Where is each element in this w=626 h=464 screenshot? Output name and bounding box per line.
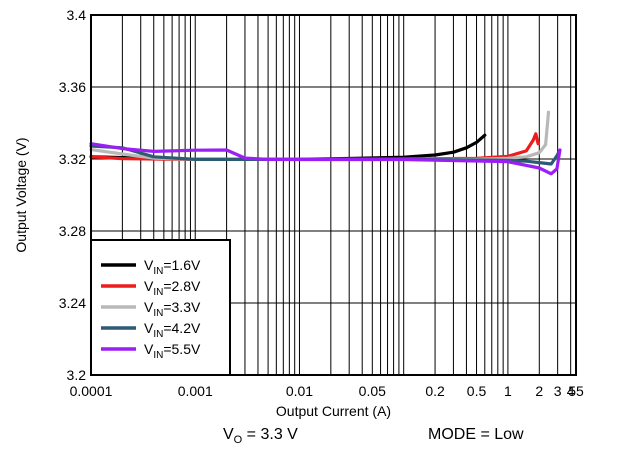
plot-frame (90, 14, 577, 376)
y-tick-label: 3.2 (67, 367, 87, 383)
y-tick-label: 3.28 (59, 223, 86, 239)
y-tick-label: 3.36 (59, 79, 86, 95)
legend-label-main: V (144, 320, 154, 336)
legend-label-main: V (144, 278, 154, 294)
y-tick-label: 3.24 (59, 295, 86, 311)
legend-label-sub: IN (153, 287, 163, 298)
caption-vout-rest: = 3.3 V (242, 426, 298, 443)
legend-label: VIN=4.2V (144, 320, 201, 340)
y-axis-title: Output Voltage (V) (13, 137, 29, 252)
y-tick-label: 3.4 (67, 7, 87, 23)
legend-label-sub: IN (153, 308, 163, 319)
x-tick-label: 0.05 (359, 383, 386, 399)
legend-label-value: =4.2V (163, 320, 201, 336)
legend-label: VIN=2.8V (144, 278, 201, 298)
legend-label-main: V (144, 341, 154, 357)
y-tick-label: 3.32 (59, 151, 86, 167)
legend-label: VIN=3.3V (144, 299, 201, 319)
legend-label-value: =5.5V (163, 341, 201, 357)
legend-label-main: V (144, 257, 154, 273)
x-axis-title: Output Current (A) (276, 403, 391, 419)
legend-label-value: =1.6V (163, 257, 201, 273)
caption-vout: VO = 3.3 V (223, 426, 298, 446)
legend-label-sub: IN (153, 350, 163, 361)
caption-vout-main: V (223, 426, 234, 443)
x-tick-label: 0.5 (467, 383, 487, 399)
legend-label-value: =3.3V (163, 299, 201, 315)
y-tick-labels: 3.2 3.24 3.28 3.32 3.36 3.4 (59, 7, 86, 383)
series-line-5 (89, 142, 562, 176)
caption-mode: MODE = Low (428, 426, 524, 443)
caption-vout-sub: O (233, 434, 243, 447)
x-tick-labels: 0.0001 0.001 0.01 0.05 0.2 0.5 1 2 3 455 (70, 383, 584, 399)
x-tick-label: 4 (567, 383, 575, 399)
legend-label: VIN=1.6V (144, 257, 201, 277)
grid (91, 15, 576, 375)
x-tick-label: 0.01 (286, 383, 313, 399)
x-tick-label: 0.2 (425, 383, 445, 399)
legend-label: VIN=5.5V (144, 341, 201, 361)
legend-label-sub: IN (153, 266, 163, 277)
legend-label-main: V (144, 299, 154, 315)
x-tick-label: 3 (554, 383, 562, 399)
x-tick-label: 0.001 (178, 383, 213, 399)
x-tick-label: 55 (568, 383, 584, 399)
series-layer (89, 110, 562, 176)
legend-label-value: =2.8V (163, 278, 201, 294)
legend-label-sub: IN (153, 329, 163, 340)
x-tick-label: 1 (504, 383, 512, 399)
x-tick-label: 0.0001 (70, 383, 113, 399)
x-tick-label: 2 (535, 383, 543, 399)
